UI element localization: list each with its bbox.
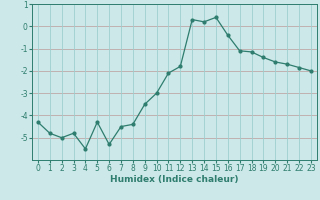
X-axis label: Humidex (Indice chaleur): Humidex (Indice chaleur) xyxy=(110,175,239,184)
